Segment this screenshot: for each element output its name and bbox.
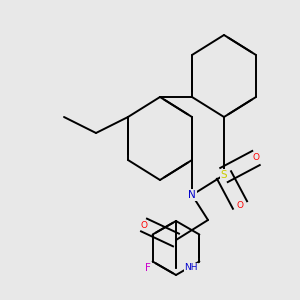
Text: O: O	[236, 200, 244, 209]
Text: S: S	[221, 170, 227, 180]
Text: F: F	[145, 263, 151, 273]
Text: O: O	[253, 154, 260, 163]
Text: N: N	[188, 190, 196, 200]
Text: NH: NH	[184, 263, 197, 272]
Text: O: O	[140, 220, 148, 230]
